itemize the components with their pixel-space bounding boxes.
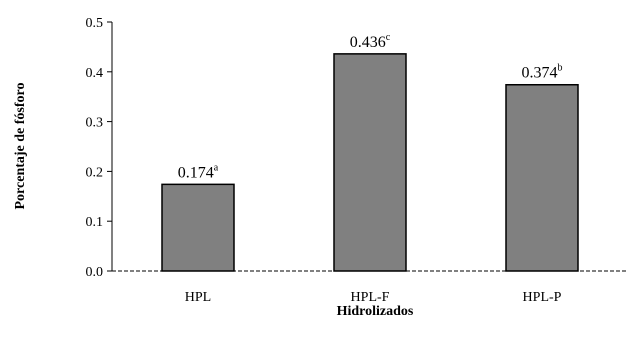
data-labels: 0.174a 0.436c 0.374b <box>178 32 563 181</box>
bar-hpl-p <box>505 83 579 272</box>
data-label: 0.436c <box>350 32 391 51</box>
y-axis-title: Porcentaje de fósforo <box>13 83 28 210</box>
x-tick-label: HPL-F <box>351 290 390 305</box>
data-label: 0.174a <box>178 162 219 181</box>
y-axis: 0.0 0.1 0.2 0.3 0.4 0.5 <box>86 16 113 280</box>
y-tick-label: 0.3 <box>86 116 104 131</box>
y-tick-label: 0.5 <box>86 16 104 31</box>
data-label-significance: a <box>214 162 219 173</box>
data-label-value: 0.436 <box>350 34 386 51</box>
bar-hpl-f <box>333 53 407 272</box>
x-tick-label: HPL-P <box>523 290 562 305</box>
bar-hpl <box>161 183 235 272</box>
y-tick-label: 0.2 <box>86 165 104 180</box>
x-axis: HPL HPL-F HPL-P <box>112 270 628 305</box>
data-label-value: 0.374 <box>522 65 558 82</box>
y-tick-label: 0.1 <box>86 215 104 230</box>
x-tick-label: HPL <box>185 290 211 305</box>
y-tick-label: 0.0 <box>86 265 104 280</box>
x-axis-title: Hidrolizados <box>337 304 414 319</box>
data-label-significance: c <box>386 32 391 43</box>
data-label-significance: b <box>558 63 563 74</box>
y-tick-label: 0.4 <box>86 66 104 81</box>
data-label-value: 0.174 <box>178 164 214 181</box>
data-label: 0.374b <box>522 63 563 82</box>
bars <box>161 53 579 272</box>
